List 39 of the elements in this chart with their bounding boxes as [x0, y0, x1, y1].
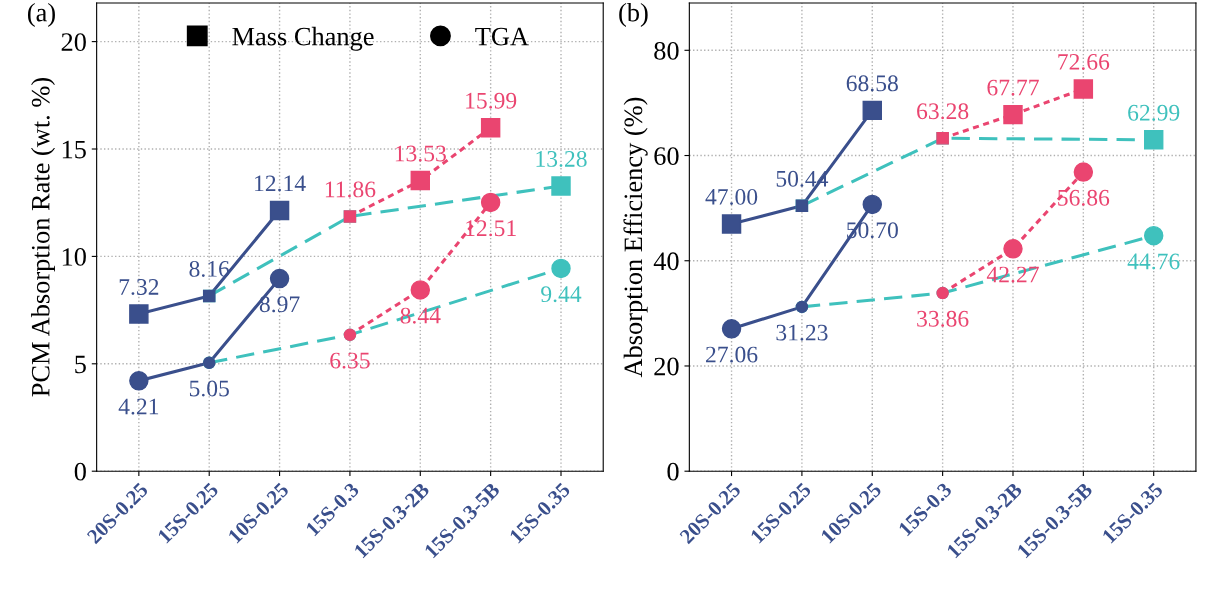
data-label: 56.86	[1058, 189, 1110, 206]
data-label: 44.76	[1127, 253, 1180, 270]
data-label: 47.00	[705, 188, 758, 205]
data-label: 4.21	[118, 398, 159, 415]
y-tick-label: 40	[653, 252, 679, 271]
data-label: 63.28	[917, 103, 969, 120]
y-tick-label: 80	[654, 41, 679, 60]
data-label: 67.77	[987, 79, 1039, 96]
data-label: 15.99	[466, 92, 517, 109]
y-tick-label: 10	[62, 248, 86, 266]
data-label: 13.28	[536, 150, 587, 167]
data-label: 13.53	[395, 145, 446, 162]
data-label: 7.32	[119, 279, 159, 295]
data-label: 12.51	[466, 220, 516, 237]
legend-label: TGA	[475, 27, 529, 46]
y-tick-label: 5	[75, 355, 86, 374]
y-tick-label: 0	[74, 462, 86, 481]
y-tick-label: 20	[654, 357, 679, 376]
text: (a)	[27, 2, 55, 27]
data-label: 12.14	[255, 175, 306, 192]
data-label: 31.23	[776, 324, 828, 341]
legend-label: Mass Change	[232, 26, 374, 51]
data-label: 6.35	[330, 352, 370, 369]
text: (b)	[619, 2, 648, 27]
data-label: 5.05	[189, 380, 229, 397]
y-tick-label: 20	[61, 33, 86, 52]
data-label: 68.58	[846, 75, 898, 92]
y-tick-label: 60	[654, 147, 679, 165]
y-tick-label: 0	[667, 462, 679, 481]
data-label: 27.06	[706, 346, 758, 363]
data-label: 9.44	[541, 286, 582, 303]
y-axis-title: PCM Absorption Rate (wt. %)	[31, 78, 55, 397]
data-label: 11.86	[325, 181, 376, 198]
data-label: 8.44	[400, 307, 441, 324]
data-label: 72.66	[1058, 53, 1110, 70]
data-label: 62.99	[1128, 104, 1180, 121]
y-axis-title: Absorption Efficiency (%)	[623, 97, 648, 378]
data-label: 33.86	[917, 310, 969, 327]
y-tick-label: 15	[62, 140, 86, 159]
